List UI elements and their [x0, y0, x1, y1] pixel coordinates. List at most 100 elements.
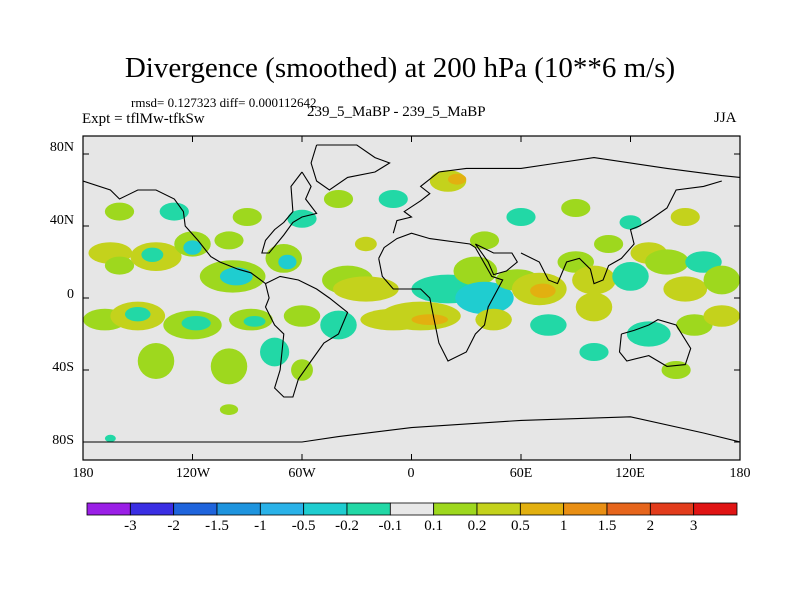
divergence-patch	[612, 262, 649, 291]
divergence-patch	[181, 316, 211, 331]
divergence-patch	[260, 337, 290, 367]
divergence-patch	[287, 209, 317, 228]
divergence-patch	[626, 321, 671, 347]
divergence-patch	[320, 310, 357, 340]
divergence-patch	[219, 404, 239, 415]
divergence-patch	[278, 254, 297, 270]
divergence-patch	[232, 208, 262, 226]
divergence-patch	[243, 316, 266, 327]
coastline-segment	[264, 275, 349, 398]
divergence-patch	[572, 265, 616, 295]
experiment-name: 239_5_MaBP - 239_5_MaBP	[307, 104, 486, 120]
colorbar-label: -0.5	[291, 518, 316, 534]
colorbar-box	[86, 502, 131, 516]
lon-label-120w: 120W	[175, 466, 211, 481]
map-background	[83, 136, 740, 460]
divergence-patch	[645, 249, 689, 275]
divergence-patch	[703, 305, 740, 327]
divergence-patch	[291, 359, 313, 381]
divergence-patch	[530, 314, 567, 336]
divergence-patch	[104, 434, 116, 442]
coastline-segment	[392, 157, 740, 234]
experiment-label: Expt = tflMw-tfkSw	[82, 111, 205, 127]
season-label: JJA	[714, 110, 737, 126]
colorbar-box	[693, 502, 738, 516]
divergence-patch	[448, 173, 467, 185]
coastline-segment	[520, 180, 722, 285]
divergence-patch	[137, 343, 175, 379]
divergence-patch	[530, 283, 556, 298]
divergence-patch	[323, 190, 354, 208]
divergence-patch	[159, 202, 189, 221]
coastline-segment	[618, 319, 692, 367]
divergence-patch	[670, 208, 700, 226]
divergence-patch	[141, 247, 164, 262]
colorbar-label: -0.2	[335, 518, 359, 534]
divergence-patch	[663, 276, 708, 302]
colorbar-box	[649, 502, 695, 516]
lon-label-120e: 120E	[615, 466, 645, 481]
lon-label-0: 0	[407, 466, 415, 481]
divergence-patch	[703, 265, 740, 295]
divergence-patch	[104, 256, 135, 275]
divergence-patch	[283, 305, 321, 327]
divergence-patch	[411, 314, 448, 325]
divergence-patch	[685, 251, 722, 273]
divergence-patch	[475, 308, 512, 331]
lon-label-60e: 60E	[509, 466, 533, 481]
lon-label-60w: 60W	[288, 466, 316, 481]
colorbar-label: 3	[689, 518, 698, 534]
colorbar-box	[476, 502, 521, 516]
coastline-segment	[83, 180, 266, 285]
colorbar-box	[433, 502, 478, 516]
stats-line: rmsd= 0.127323 diff= 0.000112642	[131, 95, 317, 110]
divergence-patch	[214, 231, 244, 250]
divergence-patch	[219, 267, 253, 286]
colorbar-box	[129, 502, 175, 516]
chart-title: Divergence (smoothed) at 200 hPa (10**6 …	[124, 52, 676, 84]
divergence-patch	[210, 348, 248, 385]
lat-label-40s: 40S	[52, 360, 74, 375]
colorbar-label: 2	[646, 518, 655, 534]
divergence-patch	[455, 281, 514, 315]
colorbar-box	[606, 502, 651, 516]
divergence-patch	[333, 276, 399, 302]
colorbar	[86, 502, 738, 516]
colorbar-box	[563, 502, 608, 516]
divergence-patch	[104, 202, 135, 221]
divergence-patch	[561, 199, 591, 217]
colorbar-box	[346, 502, 391, 516]
colorbar-label: -0.1	[378, 518, 403, 534]
divergence-patch	[453, 256, 498, 286]
colorbar-box	[519, 502, 565, 516]
colorbar-label: -3	[124, 518, 137, 534]
colorbar-label: -1	[254, 518, 267, 534]
colorbar-box	[216, 502, 261, 516]
colorbar-label: 0.5	[510, 518, 530, 534]
divergence-patch	[579, 343, 609, 361]
divergence-patch	[661, 361, 691, 379]
coastline-outline	[83, 144, 740, 443]
colorbar-label: -2	[167, 518, 180, 534]
lat-label-40n: 40N	[49, 213, 74, 228]
divergence-patch	[575, 292, 613, 322]
coastline-segment	[310, 144, 391, 191]
coastline-segment	[378, 232, 504, 362]
divergence-patch	[619, 215, 642, 230]
axis-ticks	[82, 136, 741, 460]
lon-label-180w: 180	[72, 466, 94, 481]
colorbar-box	[173, 502, 218, 516]
divergence-patch	[124, 307, 151, 322]
colorbar-box	[303, 502, 348, 516]
divergence-patch	[594, 235, 624, 253]
colorbar-label: -1.5	[205, 518, 229, 534]
coastline-segment	[474, 243, 519, 276]
lat-label-80n: 80N	[49, 140, 74, 155]
colorbar-box	[259, 502, 305, 516]
colorbar-label: 0.1	[424, 518, 444, 534]
coastline-segment	[83, 416, 740, 443]
divergence-patch	[676, 314, 713, 336]
colorbar-label: 0.2	[467, 518, 487, 534]
colorbar-box	[389, 502, 435, 516]
